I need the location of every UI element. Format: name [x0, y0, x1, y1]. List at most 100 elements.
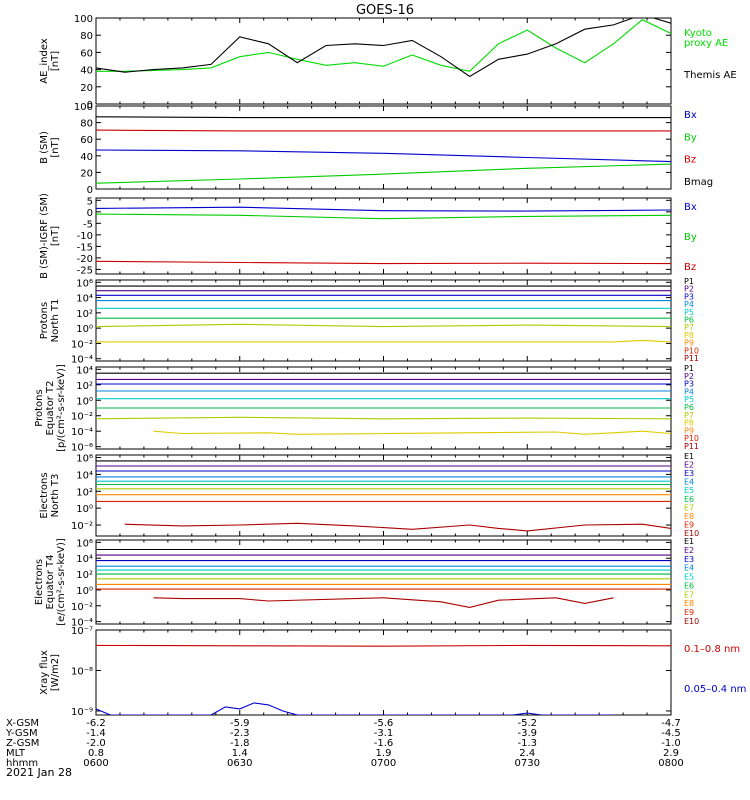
y-tick-label: 10⁻⁸ — [71, 666, 93, 677]
y-tick-label: 10⁻² — [71, 339, 93, 350]
panel-xray: 10⁻⁷ 10⁻⁸ 10⁻⁹ Xray flux [W/m2] 0.1–0.8 nm 0.0… — [39, 626, 746, 718]
x-row-value: 2.4 — [519, 748, 535, 759]
legend-entry: Bx — [684, 202, 697, 213]
series-by — [96, 163, 671, 184]
series-p8 — [96, 339, 671, 343]
y-tick-label: 10⁻² — [71, 521, 93, 532]
legend-entry: E5 — [684, 486, 694, 495]
legend-entry: Bz — [684, 262, 696, 273]
y-axis-label: Protons — [39, 302, 50, 339]
series-e10 — [124, 522, 671, 532]
y-tick-label: 10² — [76, 570, 93, 581]
legend-entry: Bx — [684, 110, 697, 121]
legend-entry: E9 — [684, 520, 694, 529]
y-tick-label: 10⁻⁴ — [71, 618, 93, 629]
x-row-value: -6.2 — [86, 718, 106, 729]
y-tick-label: -10 — [77, 231, 93, 242]
y-axis-label: Protons — [34, 389, 45, 426]
x-row-label: Z-GSM — [6, 738, 39, 749]
y-axis-label: [nT] — [50, 226, 61, 246]
x-row-value: 0630 — [227, 758, 252, 769]
x-row-value: -5.6 — [374, 718, 394, 729]
y-tick-label: 20 — [80, 83, 93, 94]
legend-entry: Bmag — [684, 177, 713, 188]
series-0-1-0-8-nm — [96, 644, 671, 647]
x-row-value: -1.0 — [661, 738, 681, 749]
series-group — [96, 372, 671, 435]
legend-entry: P7 — [684, 323, 694, 332]
y-axis-label: Electrons — [39, 472, 50, 518]
y-tick-label: 10⁰ — [76, 586, 93, 597]
legend-entry: P8 — [684, 419, 694, 428]
y-tick-label: -20 — [77, 254, 93, 265]
panel-ee: 10⁶ 10⁴ 10² 10⁰ 10⁻² 10⁻⁴ Electrons Equator T4[… — [34, 537, 699, 629]
y-tick-label: 10⁴ — [76, 294, 93, 305]
y-axis-label: Equator T4 — [45, 555, 56, 610]
legend-entry: P4 — [684, 300, 694, 309]
y-tick-label: 10⁻⁶ — [71, 443, 93, 454]
legend-entry: Bz — [684, 155, 696, 166]
y-tick-label: 10⁻⁷ — [71, 626, 93, 637]
y-tick-label: 80 — [80, 119, 93, 130]
panel-bsm: 0 20 40 60 80 100 B (SM) [nT] Bx By Bz Bmag — [39, 102, 713, 196]
series-group — [96, 285, 671, 343]
legend-entry: P10 — [684, 346, 699, 355]
x-row-value: -4.5 — [661, 728, 681, 739]
panel-frame — [95, 629, 672, 716]
y-tick-label: 40 — [80, 152, 93, 163]
y-axis-label: Electrons — [34, 559, 45, 605]
legend-entry: P1 — [684, 277, 694, 286]
x-row-value: 0.8 — [88, 748, 104, 759]
series-bz — [96, 260, 671, 265]
legend-entry: P2 — [684, 285, 694, 294]
x-row-value: -1.4 — [86, 728, 106, 739]
y-tick-label: 60 — [80, 48, 93, 59]
y-tick-label: 0 — [87, 208, 93, 219]
legend-entry: E7 — [684, 590, 694, 599]
legend-entry: E9 — [684, 608, 694, 617]
legend-bsm: Bx By Bz Bmag — [684, 110, 713, 188]
series-p7 — [96, 323, 671, 328]
legend-entry: P9 — [684, 426, 694, 435]
y-tick-label: 10⁴ — [76, 554, 93, 565]
x-row-value: -1.8 — [230, 738, 250, 749]
legend-entry: E2 — [684, 461, 694, 470]
x-row-value: -3.1 — [374, 728, 394, 739]
y-tick-label: 10⁻⁴ — [71, 355, 93, 366]
series-by — [96, 213, 671, 220]
y-tick-label: -25 — [77, 265, 93, 276]
legend-entry: P4 — [684, 387, 694, 396]
legend-xray: 0.1–0.8 nm 0.05–0.4 nm — [684, 644, 746, 695]
series-0-05-0-4-nm — [96, 702, 614, 715]
panel-frame — [95, 279, 672, 362]
x-row-value: 0600 — [83, 758, 108, 769]
y-axis-label: North T3 — [50, 474, 61, 518]
legend-entry: E3 — [684, 555, 694, 564]
legend-entry: 0.05–0.4 nm — [684, 684, 746, 695]
legend-entry: By — [684, 132, 697, 143]
series-group — [96, 644, 671, 715]
panel-frame — [95, 539, 672, 625]
y-tick-label: 10⁶ — [76, 278, 93, 289]
legend-entry: P3 — [684, 380, 694, 389]
x-row-value: 1.9 — [376, 748, 392, 759]
legend-entry: E4 — [684, 478, 694, 487]
legend-entry: P11 — [684, 354, 699, 363]
y-tick-label: 100 — [74, 102, 93, 113]
panel-frame — [95, 197, 672, 275]
legend-entry: P5 — [684, 395, 694, 404]
series-e10 — [153, 597, 614, 608]
legend-entry: E10 — [684, 529, 699, 538]
legend-entry: P7 — [684, 411, 694, 420]
y-tick-label: 0 — [87, 100, 93, 111]
y-tick-label: 10⁰ — [76, 324, 93, 335]
series-bmag — [96, 116, 671, 119]
legend-entry: E2 — [684, 546, 694, 555]
y-axis-label: [e/(cm²-s-sr-keV)] — [56, 538, 67, 626]
